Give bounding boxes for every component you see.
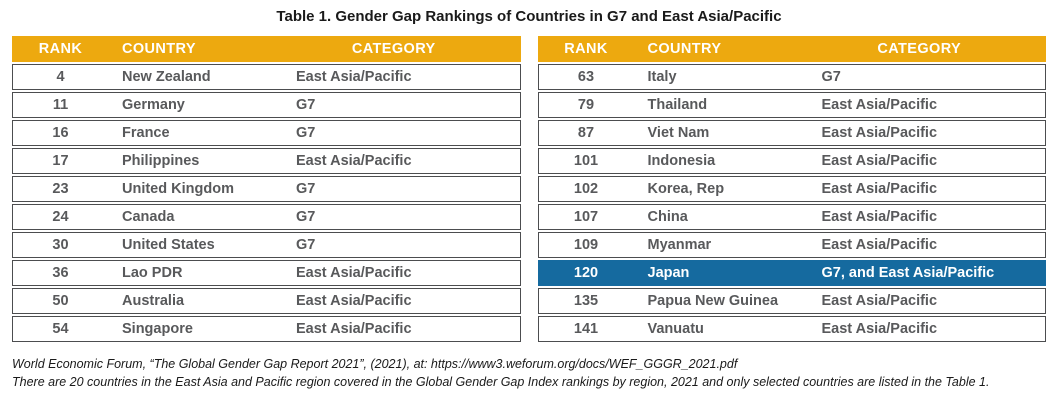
country-cell: United States: [122, 237, 215, 253]
country-cell: Myanmar: [647, 237, 712, 253]
category-cell: G7: [296, 181, 316, 197]
page-title: Table 1. Gender Gap Rankings of Countrie…: [276, 8, 782, 25]
rank-cell: 107: [573, 209, 599, 225]
rank-cell: 24: [52, 209, 69, 225]
column-header-category: CATEGORY: [877, 41, 962, 57]
rank-cell: 4: [56, 69, 65, 85]
category-cell: East Asia/Pacific: [821, 237, 938, 253]
category-cell: East Asia/Pacific: [821, 181, 938, 197]
category-cell: G7: [821, 69, 841, 85]
rank-cell: 16: [52, 125, 69, 141]
category-cell: East Asia/Pacific: [296, 69, 412, 85]
country-cell: Indonesia: [647, 153, 716, 169]
country-cell: China: [647, 209, 688, 225]
category-cell: G7, and East Asia/Pacific: [821, 265, 995, 281]
table-row: 24 Canada G7: [12, 204, 521, 230]
category-cell: East Asia/Pacific: [821, 321, 938, 337]
rank-cell: 54: [52, 321, 69, 337]
category-cell: East Asia/Pacific: [821, 293, 938, 309]
column-header-country: COUNTRY: [647, 41, 722, 57]
category-cell: East Asia/Pacific: [296, 293, 412, 309]
category-cell: East Asia/Pacific: [296, 153, 412, 169]
rank-cell: 79: [577, 97, 595, 113]
table-row: 50 Australia East Asia/Pacific: [12, 288, 521, 314]
table-row: 101 Indonesia East Asia/Pacific: [537, 148, 1046, 174]
table-row: 107 China East Asia/Pacific: [537, 204, 1046, 230]
table-row: 54 Singapore East Asia/Pacific: [12, 316, 521, 342]
category-cell: East Asia/Pacific: [821, 209, 938, 225]
country-cell: Viet Nam: [647, 125, 710, 141]
country-cell: United Kingdom: [122, 181, 234, 197]
table-row: 16 France G7: [12, 120, 521, 146]
table-row: 36 Lao PDR East Asia/Pacific: [12, 260, 521, 286]
footnotes: World Economic Forum, “The Global Gender…: [12, 355, 1046, 391]
footnote-note: There are 20 countries in the East Asia …: [12, 375, 990, 390]
country-cell: Singapore: [122, 321, 193, 337]
category-cell: G7: [296, 125, 316, 141]
rankings-table-left: RANK COUNTRY CATEGORY 4 New Zealand East…: [12, 36, 521, 342]
country-cell: New Zealand: [122, 69, 211, 85]
column-header-category: CATEGORY: [351, 41, 436, 57]
column-header-rank: RANK: [38, 41, 83, 57]
column-header-country: COUNTRY: [122, 41, 196, 57]
country-cell: Korea, Rep: [647, 181, 725, 197]
rank-cell: 101: [573, 153, 599, 169]
country-cell: Philippines: [122, 153, 200, 169]
table-row: 17 Philippines East Asia/Pacific: [12, 148, 521, 174]
table-row: 63 Italy G7: [537, 64, 1046, 90]
country-cell: France: [122, 125, 170, 141]
table-row: 11 Germany G7: [12, 92, 521, 118]
footnote-source: World Economic Forum, “The Global Gender…: [12, 357, 738, 371]
rank-cell: 17: [52, 153, 69, 169]
country-cell: Canada: [122, 209, 175, 225]
country-cell: Germany: [122, 97, 185, 113]
table-header: RANK COUNTRY CATEGORY: [12, 36, 521, 62]
rank-cell: 109: [573, 237, 599, 253]
category-cell: East Asia/Pacific: [821, 97, 938, 113]
rank-cell: 135: [573, 293, 599, 309]
category-cell: G7: [296, 209, 316, 225]
rank-cell: 87: [577, 125, 595, 141]
table-row: 79 Thailand East Asia/Pacific: [537, 92, 1046, 118]
rank-cell: 102: [573, 181, 599, 197]
rank-cell: 23: [52, 181, 69, 197]
country-cell: Papua New Guinea: [647, 293, 779, 309]
country-cell: Australia: [122, 293, 185, 309]
rankings-table-right: RANK COUNTRY CATEGORY 63 Italy G7 79 Tha…: [537, 36, 1046, 342]
country-cell: Vanuatu: [647, 321, 704, 337]
table-row: 109 Myanmar East Asia/Pacific: [537, 232, 1046, 258]
table-row: 4 New Zealand East Asia/Pacific: [12, 64, 521, 90]
rank-cell: 11: [52, 97, 69, 113]
country-cell: Italy: [647, 69, 677, 85]
table-header: RANK COUNTRY CATEGORY: [537, 36, 1046, 62]
table-row: 102 Korea, Rep East Asia/Pacific: [537, 176, 1046, 202]
category-cell: East Asia/Pacific: [821, 153, 938, 169]
country-cell: Thailand: [647, 97, 708, 113]
category-cell: G7: [296, 97, 316, 113]
tables-container: RANK COUNTRY CATEGORY 4 New Zealand East…: [12, 36, 1046, 342]
category-cell: East Asia/Pacific: [296, 321, 412, 337]
category-cell: G7: [296, 237, 316, 253]
rank-cell: 36: [52, 265, 69, 281]
rank-cell: 63: [577, 69, 595, 85]
rank-cell: 50: [52, 293, 69, 309]
country-cell: Lao PDR: [122, 265, 183, 281]
table-row: 23 United Kingdom G7: [12, 176, 521, 202]
table-row: 135 Papua New Guinea East Asia/Pacific: [537, 288, 1046, 314]
table-row: 30 United States G7: [12, 232, 521, 258]
rank-cell: 30: [52, 237, 69, 253]
country-cell: Japan: [647, 265, 690, 281]
category-cell: East Asia/Pacific: [296, 265, 412, 281]
rank-cell: 141: [573, 321, 599, 337]
column-header-rank: RANK: [564, 41, 608, 57]
table-row: 87 Viet Nam East Asia/Pacific: [537, 120, 1046, 146]
category-cell: East Asia/Pacific: [821, 125, 938, 141]
rank-cell: 120: [573, 265, 599, 281]
table-row: 141 Vanuatu East Asia/Pacific: [537, 316, 1046, 342]
table-row-highlighted: 120 Japan G7, and East Asia/Pacific: [537, 260, 1046, 286]
